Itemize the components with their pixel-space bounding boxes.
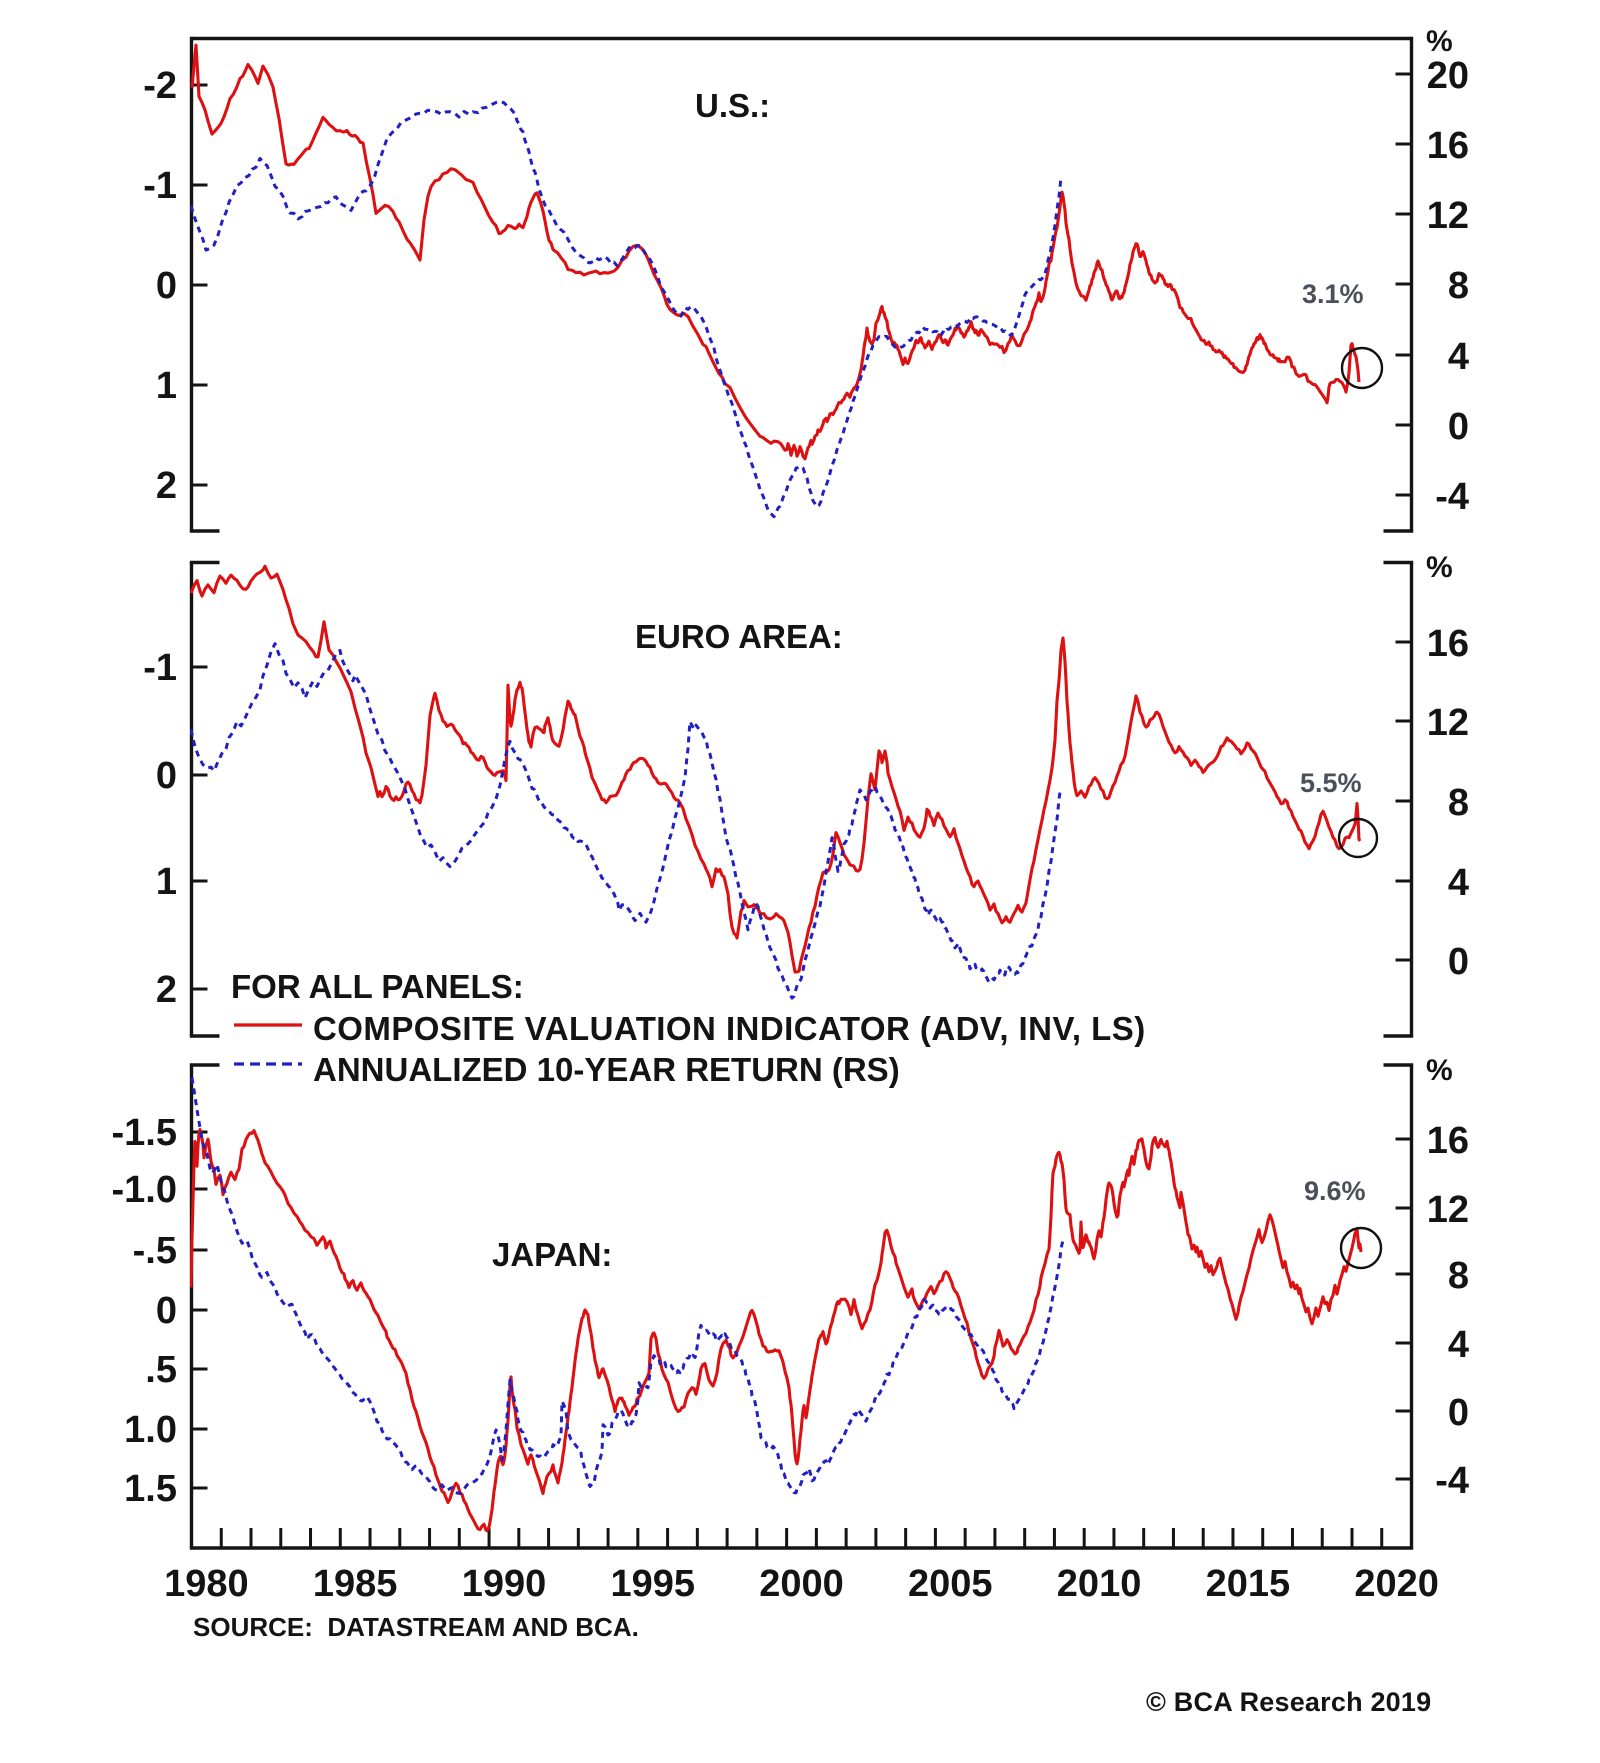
svg-text:8: 8 [1448,1255,1469,1297]
svg-text:9.6%: 9.6% [1304,1176,1366,1206]
svg-text:0: 0 [1448,406,1469,448]
svg-text:SOURCE: DATASTREAM AND BCA.: SOURCE: DATASTREAM AND BCA. [193,1612,639,1642]
svg-text:JAPAN:: JAPAN: [492,1236,612,1273]
svg-text:16: 16 [1427,1120,1469,1162]
svg-text:3.1%: 3.1% [1302,279,1364,309]
svg-text:-4: -4 [1435,1460,1469,1502]
svg-text:1: 1 [156,365,177,407]
svg-text:U.S.:: U.S.: [695,87,770,124]
svg-text:2005: 2005 [908,1563,993,1605]
svg-text:0: 0 [1448,941,1469,983]
svg-text:5.5%: 5.5% [1300,768,1362,798]
svg-text:2000: 2000 [759,1563,844,1605]
svg-text:4: 4 [1448,862,1469,904]
svg-text:%: % [1426,1054,1453,1087]
svg-text:-1.0: -1.0 [112,1169,177,1211]
svg-text:-1: -1 [143,165,177,207]
svg-text:8: 8 [1448,782,1469,824]
svg-text:-4: -4 [1435,476,1469,518]
svg-text:© BCA Research 2019: © BCA Research 2019 [1146,1687,1431,1717]
svg-text:.5: .5 [145,1349,177,1391]
svg-text:1990: 1990 [462,1563,547,1605]
svg-text:1: 1 [156,861,177,903]
svg-text:%: % [1426,551,1453,584]
svg-text:1.5: 1.5 [124,1468,177,1510]
svg-text:1995: 1995 [610,1563,695,1605]
svg-text:COMPOSITE VALUATION INDICATOR: COMPOSITE VALUATION INDICATOR (ADV, INV,… [313,1010,1146,1047]
svg-text:-.5: -.5 [133,1230,177,1272]
svg-text:-1: -1 [143,647,177,689]
svg-text:EURO AREA:: EURO AREA: [635,618,843,655]
svg-text:8: 8 [1448,265,1469,307]
svg-text:2: 2 [156,465,177,507]
svg-text:2015: 2015 [1206,1563,1291,1605]
svg-text:16: 16 [1427,125,1469,167]
svg-text:12: 12 [1427,1189,1469,1231]
svg-text:FOR ALL PANELS:: FOR ALL PANELS: [231,968,524,1005]
svg-text:ANNUALIZED 10-YEAR RETURN (RS): ANNUALIZED 10-YEAR RETURN (RS) [313,1051,900,1088]
svg-text:-1.5: -1.5 [112,1112,177,1154]
svg-text:4: 4 [1448,336,1469,378]
svg-text:4: 4 [1448,1324,1469,1366]
svg-text:-2: -2 [143,65,177,107]
svg-text:0: 0 [156,1290,177,1332]
svg-text:0: 0 [156,755,177,797]
svg-text:12: 12 [1427,702,1469,744]
svg-text:0: 0 [1448,1392,1469,1434]
svg-text:20: 20 [1427,55,1469,97]
svg-text:1985: 1985 [313,1563,398,1605]
svg-text:2020: 2020 [1354,1563,1439,1605]
svg-text:2010: 2010 [1057,1563,1142,1605]
svg-text:16: 16 [1427,623,1469,665]
svg-text:12: 12 [1427,195,1469,237]
svg-text:1980: 1980 [164,1563,249,1605]
svg-text:2: 2 [156,969,177,1011]
svg-text:%: % [1426,25,1453,58]
svg-text:0: 0 [156,265,177,307]
svg-text:1.0: 1.0 [124,1409,177,1451]
